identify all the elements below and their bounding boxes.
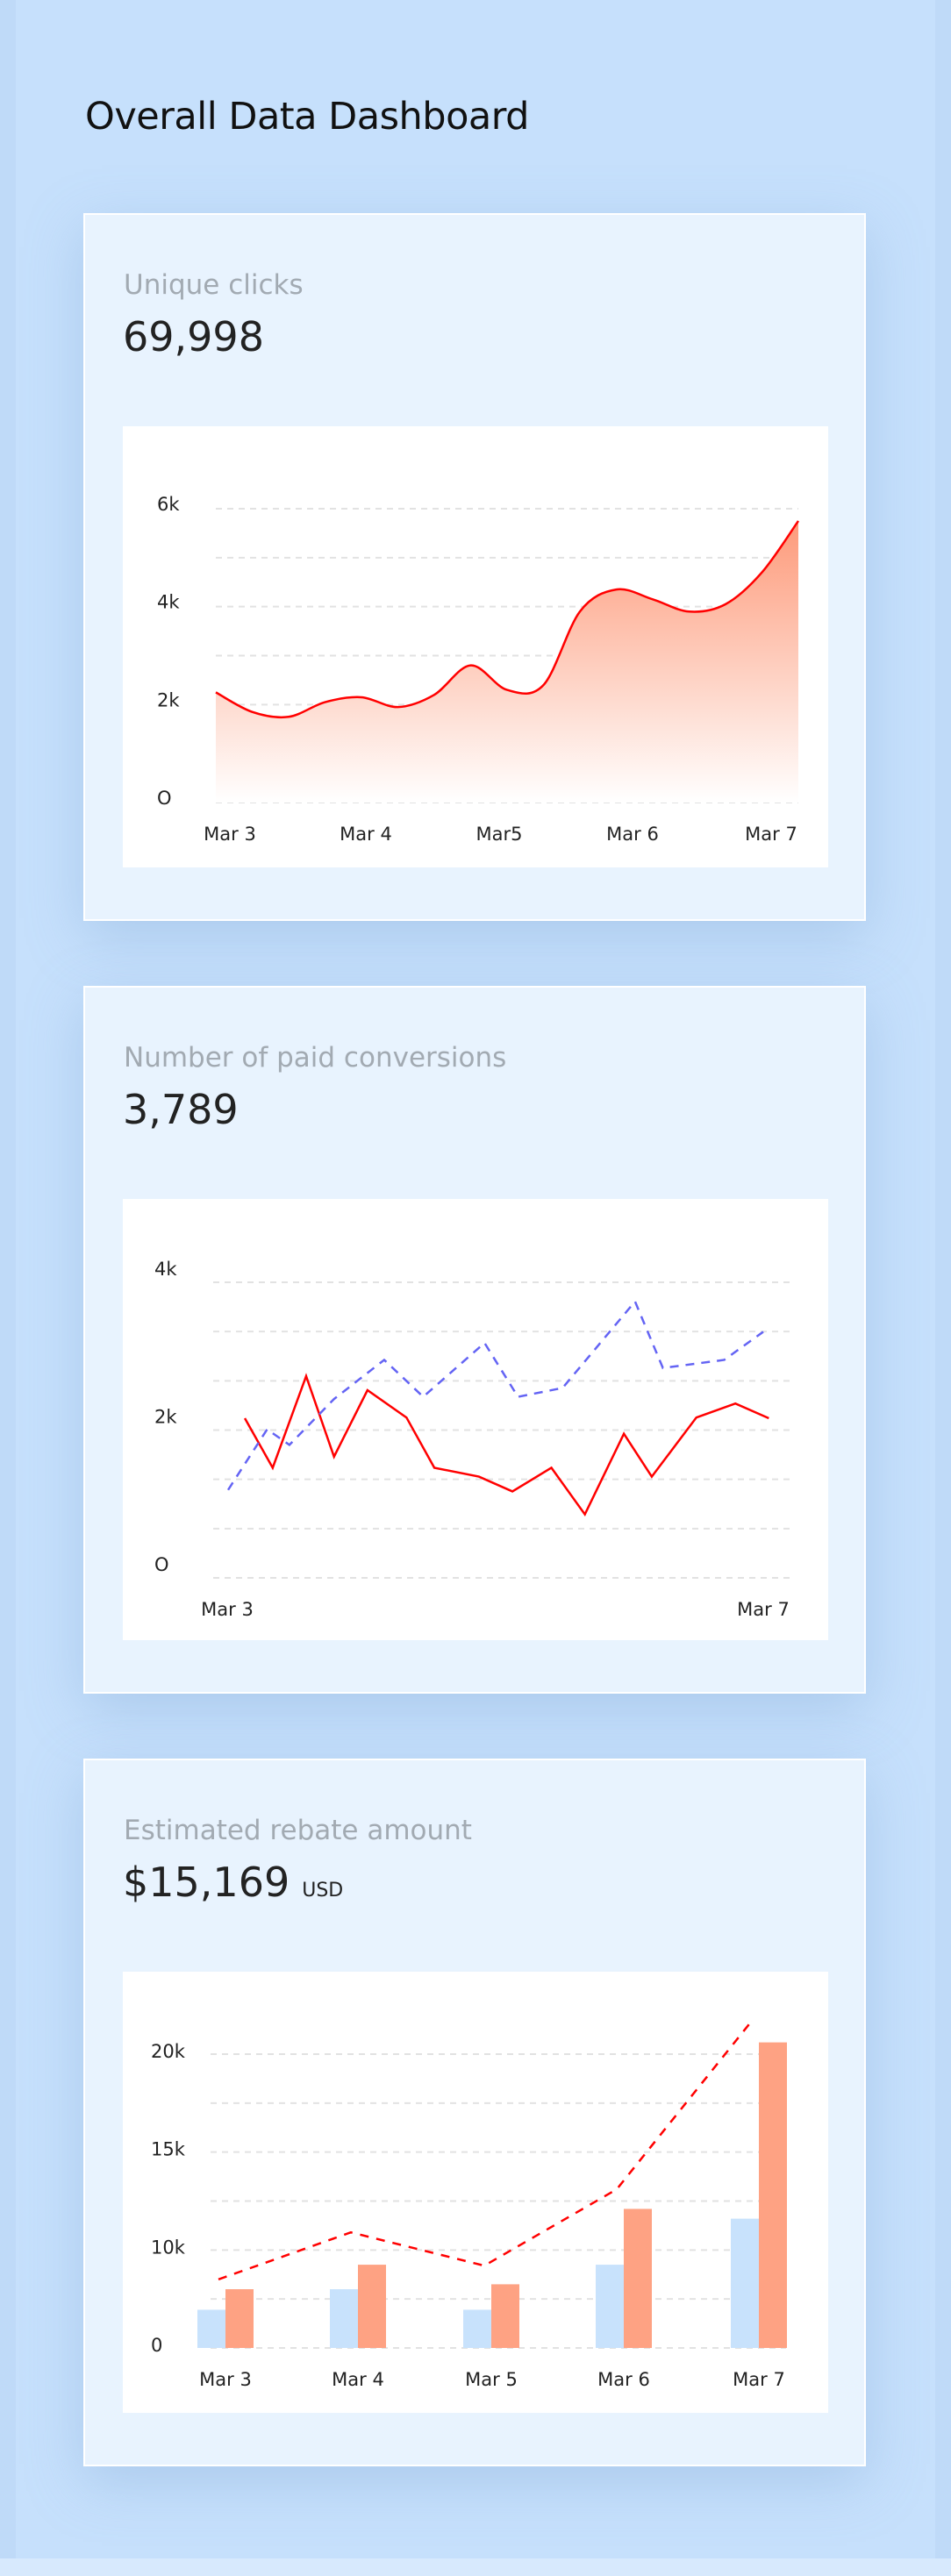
y-tick-label: 4k [157,592,180,613]
card-unique-clicks: Unique clicks 69,998 O 2k 4k 6k Mar 3 Mar 4 Ma… [83,213,866,921]
x-tick-label: Mar 3 [201,1599,254,1620]
card-rebate-amount: Estimated rebate amount $15,169 USD 0 10k 1… [83,1759,866,2466]
unique-clicks-chart: O 2k 4k 6k Mar 3 Mar 4 Mar5 Mar 6 Mar 7 [123,426,828,867]
bar-mar-3 [225,2289,254,2348]
card-label: Estimated rebate amount [124,1815,472,1846]
rebate-chart: 0 10k 15k 20k Mar 3 Mar 4 Mar 5 Mar 6 Mar 7 [123,1972,828,2413]
series-line-2 [226,1299,764,1491]
card-value: 69,998 [123,313,264,360]
bar-mar-4 [330,2289,358,2348]
area-fill [216,520,798,803]
card-paid-conversions: Number of paid conversions 3,789 O 2k 4k Ma… [83,986,866,1694]
bar-mar-4 [358,2265,386,2348]
y-tick-label: 20k [151,2041,186,2062]
x-tick-label: Mar 6 [597,2369,650,2390]
bar-mar-6 [624,2209,652,2348]
bar-mar-7 [759,2042,787,2348]
x-tick-label: Mar 4 [340,824,392,845]
card-label: Unique clicks [124,269,304,301]
card-value: 3,789 [123,1086,239,1133]
y-tick-label: 6k [157,494,180,515]
series-line [215,520,800,719]
x-tick-label: Mar 7 [733,2369,785,2390]
y-tick-label: 2k [157,689,180,710]
page-title: Overall Data Dashboard [85,95,529,139]
bar-mar-7 [731,2218,759,2348]
bar-mar-5 [463,2309,491,2348]
series-line-1 [243,1373,769,1516]
x-tick-label: Mar5 [476,824,523,845]
right-edge [935,0,951,2576]
y-tick-label: 0 [151,2335,162,2356]
page-bottom [0,2558,951,2576]
y-tick-label: O [157,788,172,809]
y-tick-label: 15k [151,2139,186,2160]
y-tick-label: 2k [154,1407,177,1428]
dashed-line [218,2020,753,2281]
x-tick-label: Mar 7 [737,1599,790,1620]
x-tick-label: Mar 3 [204,824,256,845]
y-tick-label: 4k [154,1259,177,1280]
x-tick-label: Mar 7 [745,824,797,845]
y-tick-label: 10k [151,2237,186,2258]
amount: $15,169 [123,1859,290,1906]
x-tick-label: Mar 5 [465,2369,518,2390]
bar-mar-3 [197,2309,225,2348]
x-tick-label: Mar 4 [332,2369,384,2390]
card-value: $15,169 USD [123,1859,343,1906]
left-edge [0,0,16,2576]
x-tick-label: Mar 3 [199,2369,252,2390]
card-label: Number of paid conversions [124,1042,507,1074]
x-tick-label: Mar 6 [606,824,659,845]
y-tick-label: O [154,1554,169,1575]
paid-conversions-chart: O 2k 4k Mar 3 Mar 7 [123,1199,828,1640]
bar-mar-5 [491,2284,519,2348]
currency-unit: USD [302,1880,344,1902]
bar-mar-6 [596,2265,624,2348]
